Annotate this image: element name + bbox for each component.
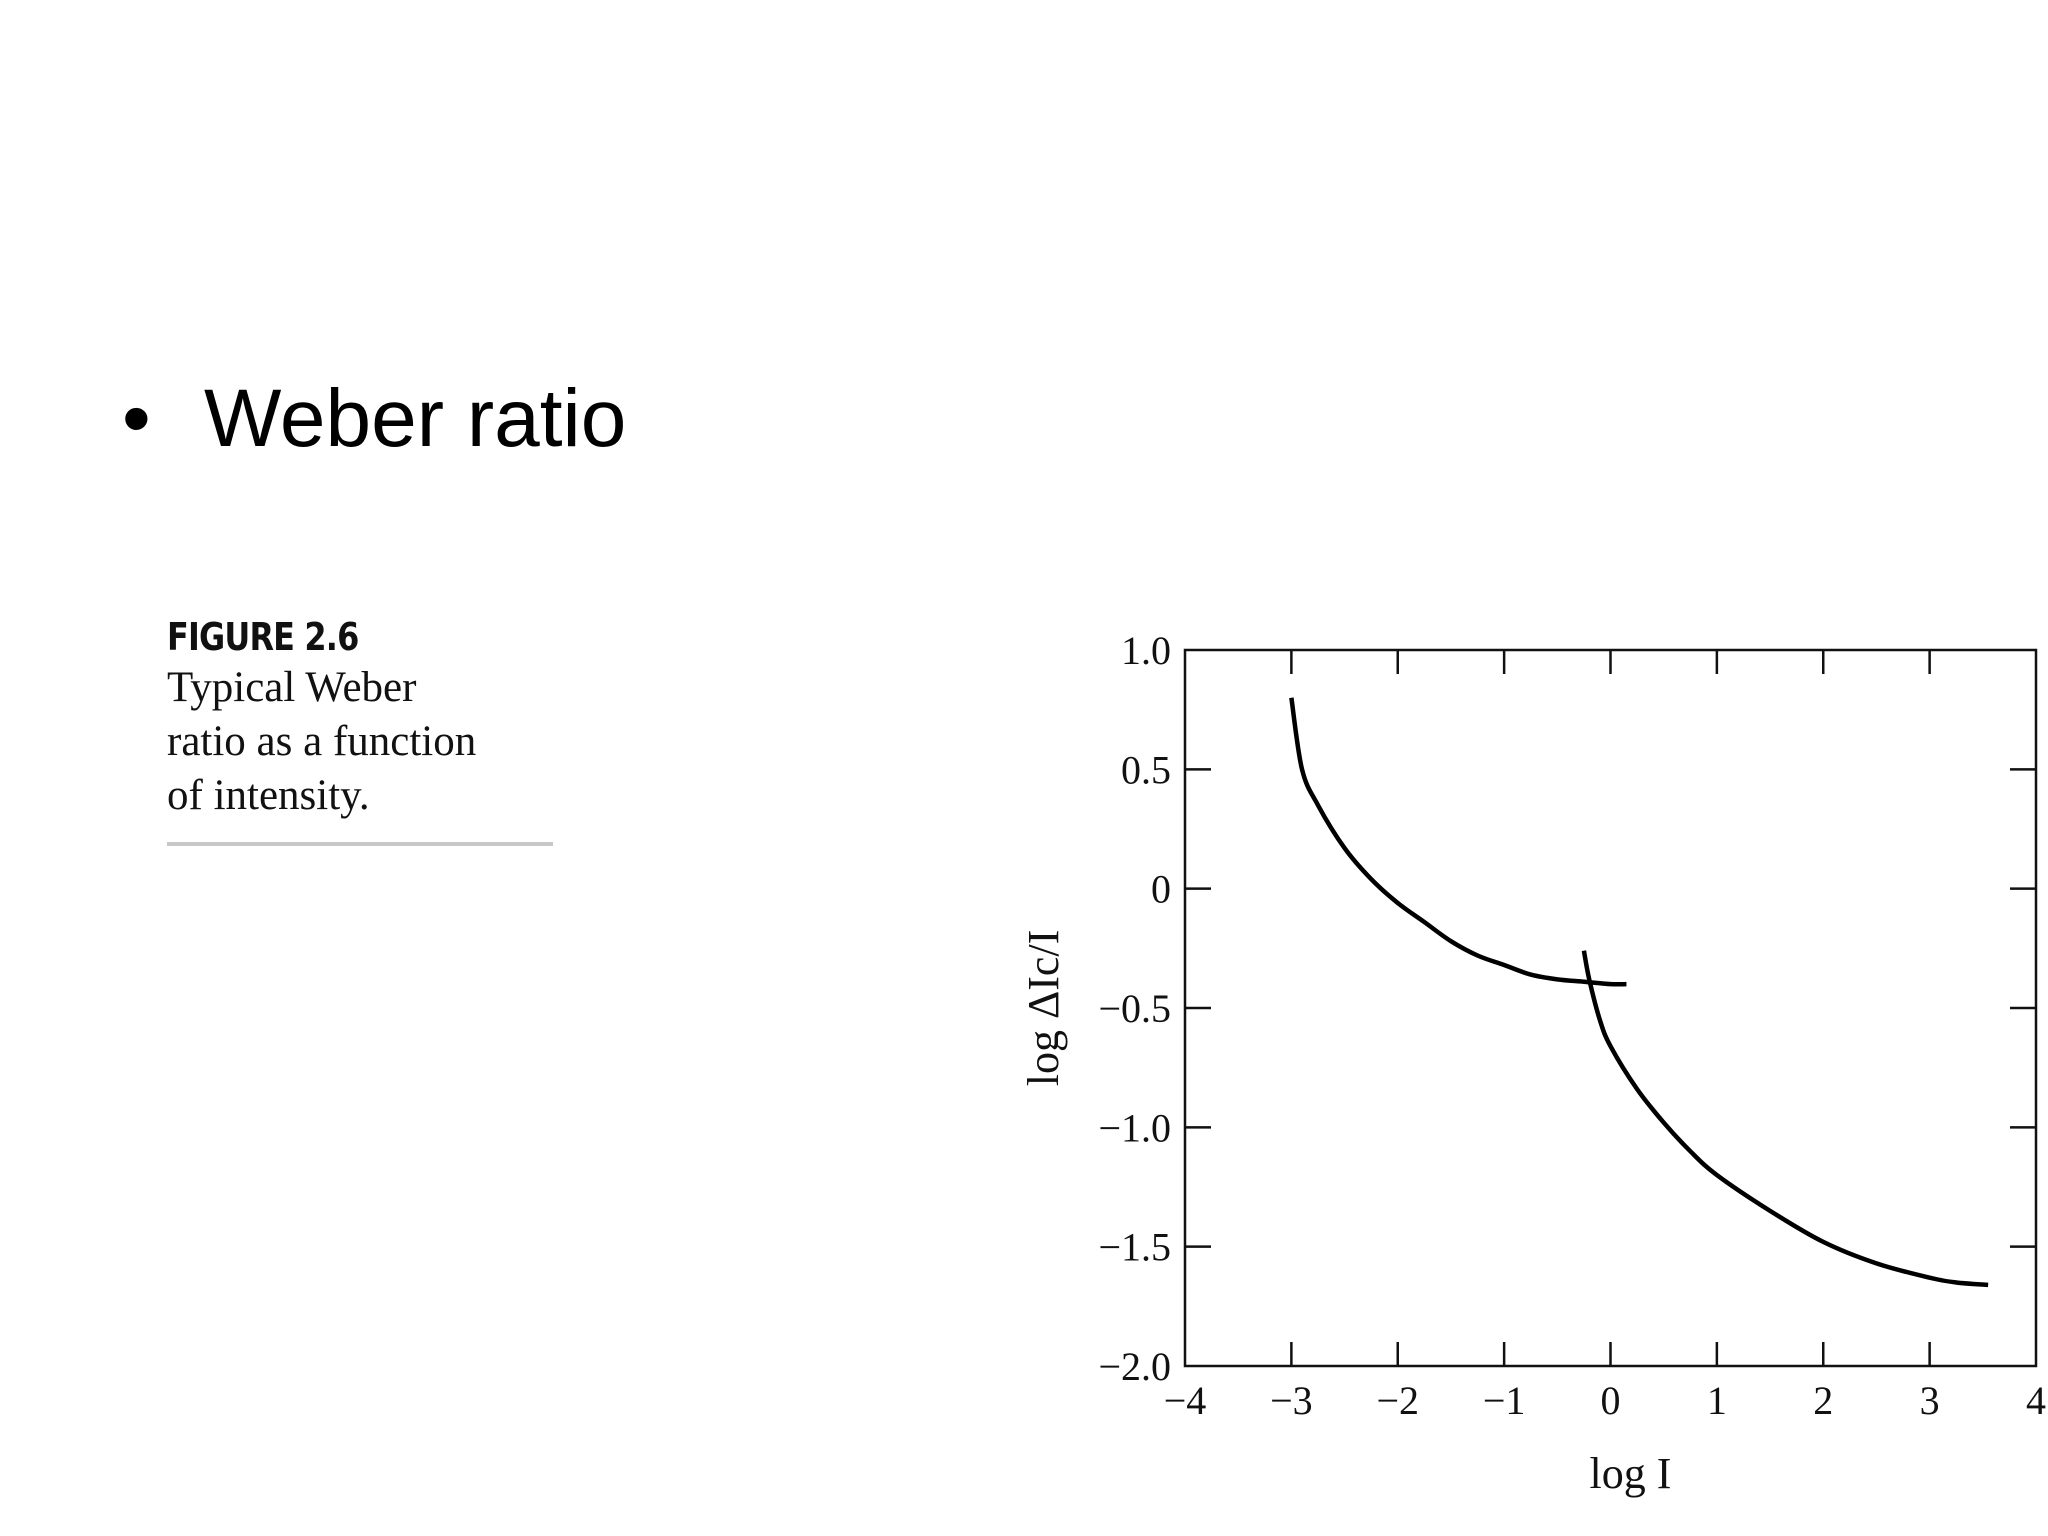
x-tick-label: −1 (1483, 1378, 1526, 1423)
y-tick-label: 1.0 (1121, 628, 1171, 673)
series-line-1 (1289, 697, 1627, 987)
y-tick-label: 0.5 (1121, 747, 1171, 792)
x-tick-label: 1 (1707, 1378, 1727, 1423)
x-tick-label: −2 (1376, 1378, 1419, 1423)
y-tick-label: −0.5 (1098, 986, 1171, 1031)
slide-title: Weber ratio (204, 373, 627, 464)
figure-caption: FIGURE 2.6 Typical Weber ratio as a func… (167, 615, 557, 823)
x-tick-label: 4 (2026, 1378, 2046, 1423)
plot-frame (1183, 648, 2038, 1368)
figure-label: FIGURE 2.6 (167, 615, 359, 659)
x-tick-label: −3 (1270, 1378, 1313, 1423)
series-line-2 (1581, 950, 1989, 1288)
caption-line: ratio as a function (167, 717, 477, 765)
caption-rule (167, 842, 553, 846)
x-tick-label: 3 (1920, 1378, 1940, 1423)
figure-caption-text: Typical Weber ratio as a function of int… (167, 661, 557, 823)
x-tick-label: 0 (1601, 1378, 1621, 1423)
caption-line: Typical Weber (167, 663, 417, 711)
x-axis-label: log I (1590, 1449, 1672, 1498)
x-tick-label: 2 (1813, 1378, 1833, 1423)
bullet-item: • Weber ratio (122, 378, 626, 460)
y-tick-label: −2.0 (1098, 1344, 1171, 1389)
y-tick-label: −1.5 (1098, 1225, 1171, 1270)
caption-line: of intensity. (167, 771, 370, 819)
x-tick-label: −4 (1164, 1378, 1207, 1423)
y-tick-label: −1.0 (1098, 1105, 1171, 1150)
bullet-dot: • (122, 373, 151, 464)
y-tick-label: 0 (1151, 867, 1171, 912)
y-axis-label: log ΔIc/I (1019, 930, 1068, 1087)
